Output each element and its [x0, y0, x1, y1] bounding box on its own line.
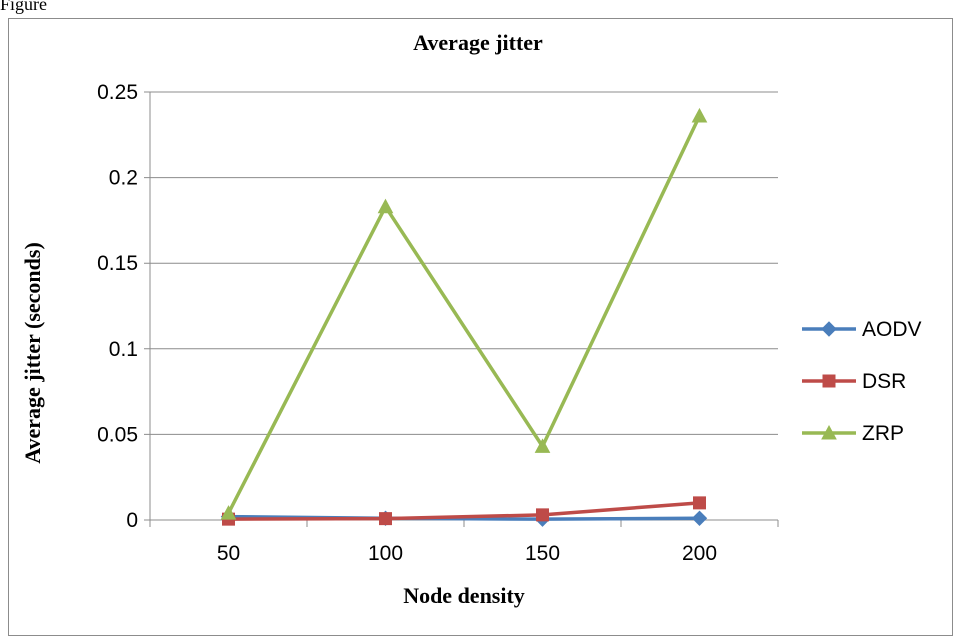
data-point-zrp	[534, 438, 551, 453]
x-axis-title: Node density	[403, 583, 525, 608]
y-tick-label: 0.1	[109, 338, 138, 361]
x-tick-label: 200	[682, 542, 717, 565]
legend-marker	[821, 424, 837, 440]
y-tick-label: 0.15	[97, 252, 138, 275]
legend-item-aodv: AODV	[802, 318, 922, 341]
data-point-zrp	[377, 198, 394, 214]
data-point-dsr	[379, 512, 392, 526]
series-line-zrp	[226, 114, 702, 515]
series-zrp	[220, 107, 708, 520]
legend-marker	[821, 321, 837, 337]
x-tick-label: 100	[368, 542, 403, 565]
series-group	[220, 107, 708, 527]
y-tick-label: 0.2	[109, 167, 138, 190]
data-point-dsr	[536, 508, 549, 522]
y-tick-label: 0.05	[97, 423, 138, 446]
data-point-dsr	[693, 496, 706, 510]
axes	[144, 92, 779, 527]
data-point-zrp	[220, 505, 237, 520]
legend-label: AODV	[862, 318, 922, 341]
data-point-zrp	[691, 107, 708, 123]
legend-label: ZRP	[862, 422, 904, 445]
legend: AODV DSR ZRP	[802, 318, 922, 445]
chart-frame	[8, 18, 953, 636]
series-dsr	[222, 496, 706, 526]
legend-marker	[822, 374, 836, 388]
data-point-aodv	[691, 510, 708, 526]
legend-item-zrp: ZRP	[802, 422, 904, 445]
y-axis-title: Average jitter (seconds)	[20, 242, 45, 464]
series-line-dsr	[226, 501, 702, 521]
y-tick-label: 0.25	[97, 81, 138, 104]
figure-caption: Figure	[0, 0, 47, 14]
x-tick-labels: 50 100 150 200	[217, 542, 717, 565]
legend-label: DSR	[862, 370, 906, 393]
x-tick-label: 50	[217, 542, 240, 565]
legend-item-dsr: DSR	[802, 370, 906, 393]
gridlines	[144, 91, 778, 435]
y-tick-labels: 0 0.05 0.1 0.15 0.2 0.25	[97, 81, 138, 532]
chart-title: Average jitter	[413, 30, 543, 55]
x-tick-label: 150	[525, 542, 560, 565]
y-tick-label: 0	[126, 509, 138, 532]
